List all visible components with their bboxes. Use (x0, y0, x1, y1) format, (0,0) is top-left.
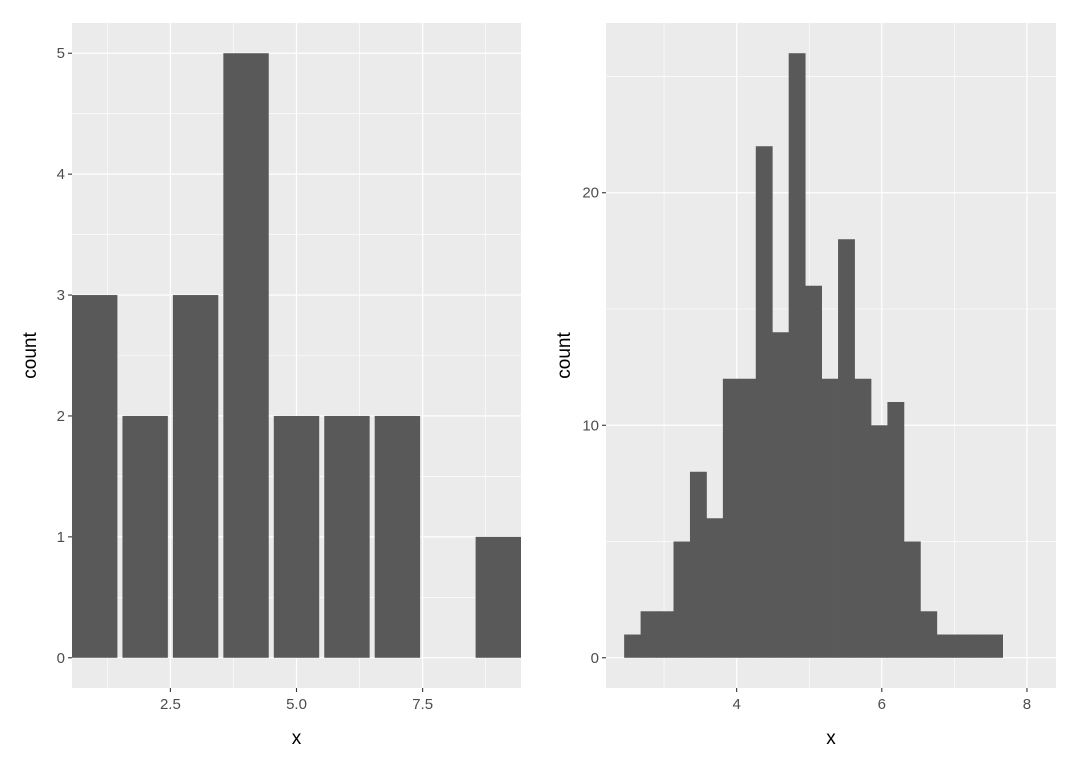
panel2-histogram-bar (706, 518, 724, 658)
panel2-histogram-bar (657, 611, 674, 658)
panel2-xtick-label: 4 (732, 696, 740, 713)
panel1-ytick-label: 1 (57, 529, 65, 546)
panel1-xtick-label: 7.5 (412, 696, 433, 713)
panel2-histogram-bar (739, 378, 757, 658)
panel2-ytick-label: 20 (582, 185, 599, 202)
panel1-x-axis-title: x (292, 728, 302, 749)
panel1-y-axis-title: count (20, 332, 41, 379)
panel1-ytick-label: 3 (57, 287, 65, 304)
panel2-histogram-bar (624, 634, 641, 658)
panel2-histogram-bar (788, 53, 806, 658)
panel2-histogram-bar (755, 146, 773, 658)
panel2-histogram-bar (936, 634, 954, 658)
panel2-histogram-bar (887, 402, 905, 658)
panel2-histogram-bar (986, 634, 1003, 658)
panel2-x-axis-title: x (826, 728, 836, 749)
panel1-ytick-label: 0 (57, 650, 65, 667)
panel1-bar (273, 415, 320, 658)
panel2-histogram-bar (838, 239, 855, 658)
panel2-histogram-bar (854, 378, 872, 658)
panel1-ytick-label: 4 (57, 166, 65, 183)
panel2-histogram-bar (689, 471, 707, 658)
panel2-histogram-bar (722, 378, 740, 658)
panel1-bar (223, 53, 269, 658)
panel1-ytick-label: 2 (57, 408, 65, 425)
panel1-bar (122, 415, 168, 658)
panel2-ytick-label: 0 (591, 650, 599, 667)
panel1-bar (475, 536, 521, 658)
panel2-xtick-label: 6 (878, 696, 886, 713)
panel2-histogram-bar (870, 425, 888, 658)
panel2-histogram-bar (805, 285, 822, 658)
panel2-histogram-bar (969, 634, 987, 658)
panel1-xtick-label: 2.5 (160, 696, 181, 713)
panel2-histogram-bar (920, 611, 938, 658)
panel2-histogram-bar (903, 541, 921, 658)
panel1-bar (324, 415, 370, 658)
panel2-xtick-label: 8 (1023, 696, 1031, 713)
panel2-histogram-bar (821, 378, 839, 658)
panel1-bar (72, 295, 118, 658)
panel2-ytick-label: 10 (582, 417, 599, 434)
panel2-histogram-bar (772, 332, 790, 658)
panel2-histogram-bar (640, 611, 658, 658)
panel1-bar (374, 415, 421, 658)
panel2-histogram-bar (953, 634, 971, 658)
panel1-bar (172, 295, 219, 658)
panel2-histogram-bar (673, 541, 691, 658)
panel1-xtick-label: 5.0 (286, 696, 307, 713)
panel1-ytick-label: 5 (57, 45, 65, 62)
panel2-y-axis-title: count (554, 332, 575, 379)
